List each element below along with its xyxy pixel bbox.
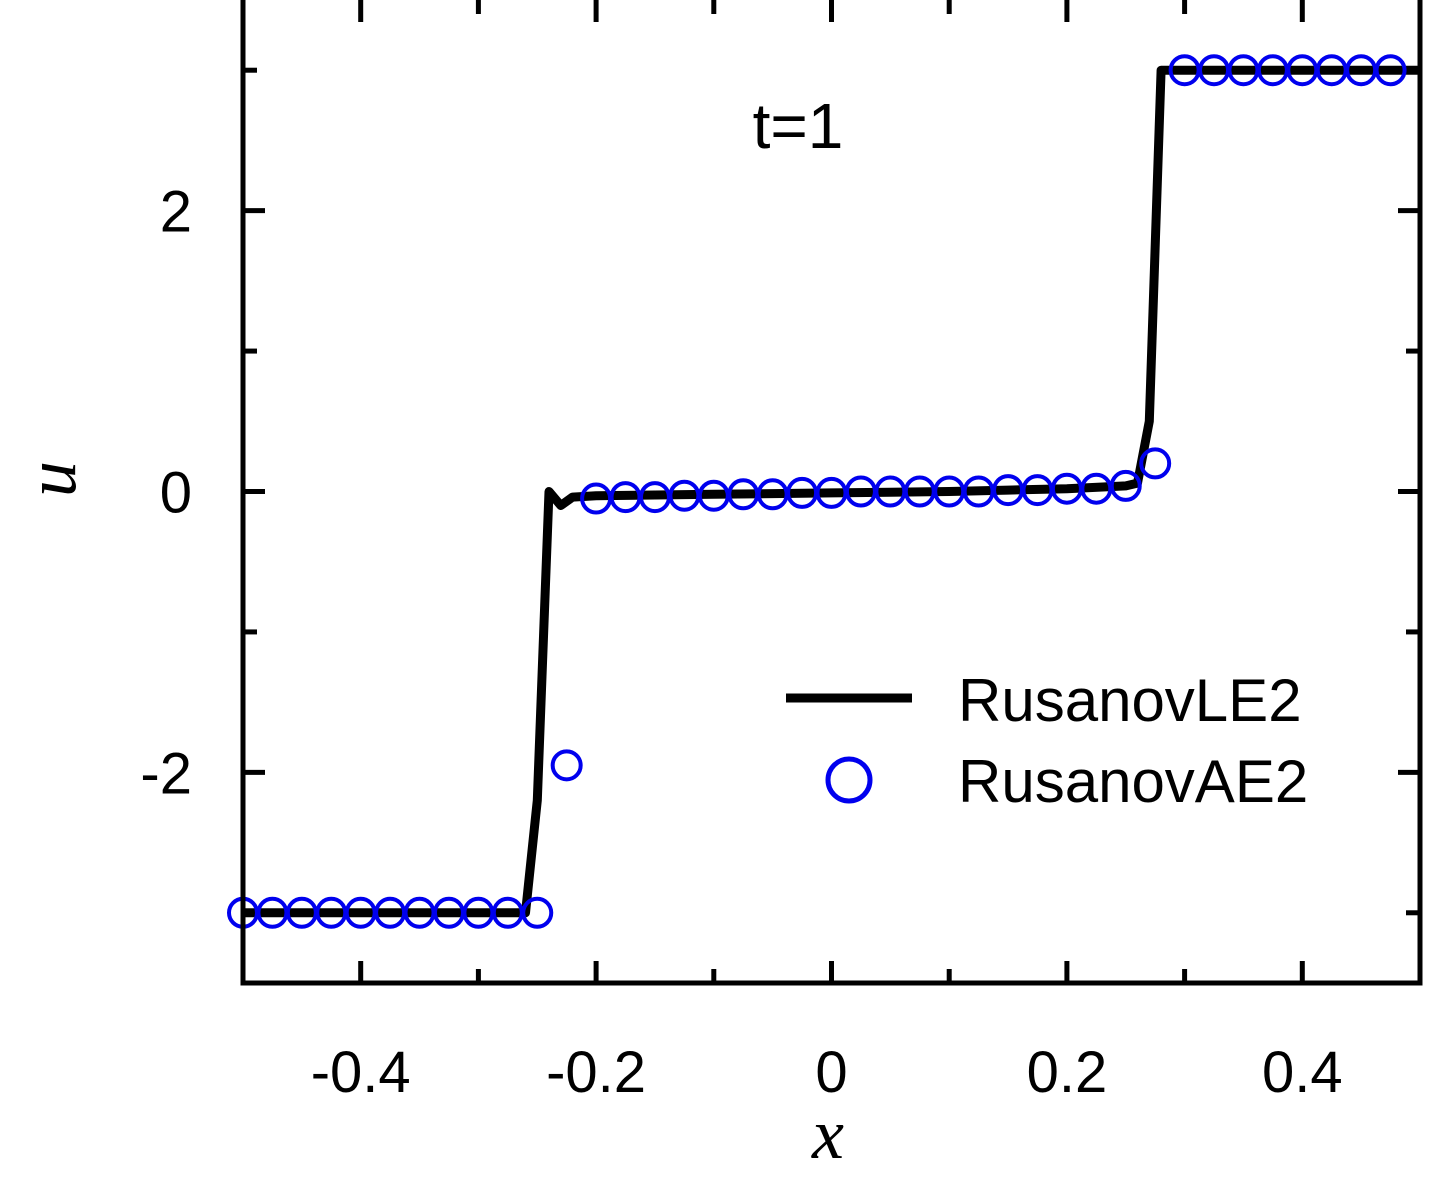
time-annotation: t=1	[753, 90, 844, 162]
data-point-rusanovae2	[521, 896, 554, 929]
legend-marker-swatch	[825, 756, 873, 804]
x-tick-label: 0.2	[1027, 1040, 1108, 1105]
y-tick-label: -2	[140, 741, 192, 806]
data-point-rusanovae2	[550, 749, 583, 782]
x-tick-label: 0.4	[1262, 1040, 1343, 1105]
y-axis-label: u	[11, 461, 91, 497]
plot-series	[227, 54, 1420, 929]
data-point-rusanovae2	[1374, 54, 1407, 87]
legend-label-rusanovae2: RusanovAE2	[958, 748, 1308, 815]
x-axis-label: x	[811, 1094, 844, 1174]
x-tick-label: -0.4	[311, 1040, 411, 1105]
legend-label-rusanovle2: RusanovLE2	[958, 667, 1302, 734]
axis-tick-labels: -0.4 -0.2 0 0.2 0.4 -2 0 2	[140, 180, 1342, 1105]
data-point-rusanovae2	[1139, 447, 1172, 480]
series-line-rusanovle2	[243, 65, 1420, 918]
y-tick-label: 2	[160, 180, 192, 245]
legend: RusanovLE2 RusanovAE2	[786, 667, 1308, 815]
y-tick-label: 0	[160, 461, 192, 526]
plot-frame	[240, 0, 1423, 986]
data-point-rusanovae2	[1109, 469, 1142, 502]
x-tick-label: -0.2	[546, 1040, 646, 1105]
x-tick-label: 0	[815, 1040, 847, 1105]
